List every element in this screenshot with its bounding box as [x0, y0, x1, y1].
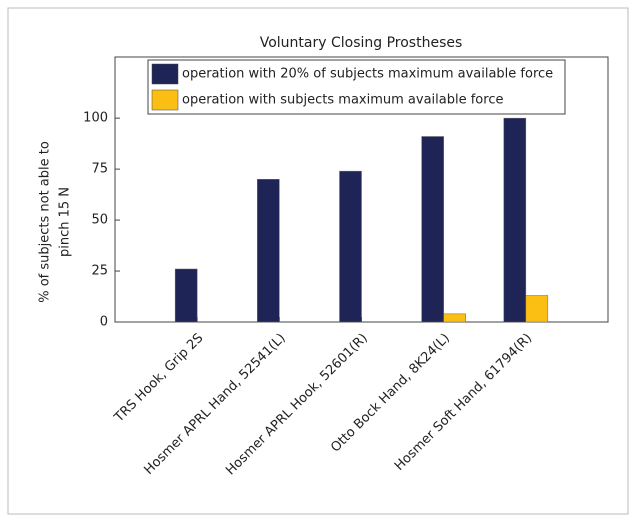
- bar: [503, 117, 527, 323]
- y-tick-label: 25: [91, 264, 108, 279]
- legend-label: operation with subjects maximum availabl…: [182, 93, 503, 108]
- y-tick-label: 75: [91, 162, 108, 177]
- y-tick-label: 50: [91, 213, 108, 228]
- bar: [525, 295, 549, 323]
- y-axis-label: % of subjects not able to pinch 15 N: [38, 141, 73, 303]
- legend-swatch: [151, 63, 179, 85]
- bar: [443, 313, 466, 323]
- y-label-line: pinch 15 N: [58, 187, 73, 257]
- chart-title: Voluntary Closing Prostheses: [260, 35, 463, 51]
- legend-box: [147, 59, 566, 115]
- y-tick-label: 0: [100, 315, 108, 330]
- y-label-line: % of subjects not able to: [38, 141, 53, 303]
- y-tick-label: 100: [83, 111, 108, 126]
- bar: [421, 136, 444, 323]
- bar: [257, 179, 280, 323]
- bar: [174, 268, 198, 323]
- legend-swatch: [151, 89, 179, 111]
- bar: [339, 170, 362, 323]
- legend-label: operation with 20% of subjects maximum a…: [182, 67, 553, 82]
